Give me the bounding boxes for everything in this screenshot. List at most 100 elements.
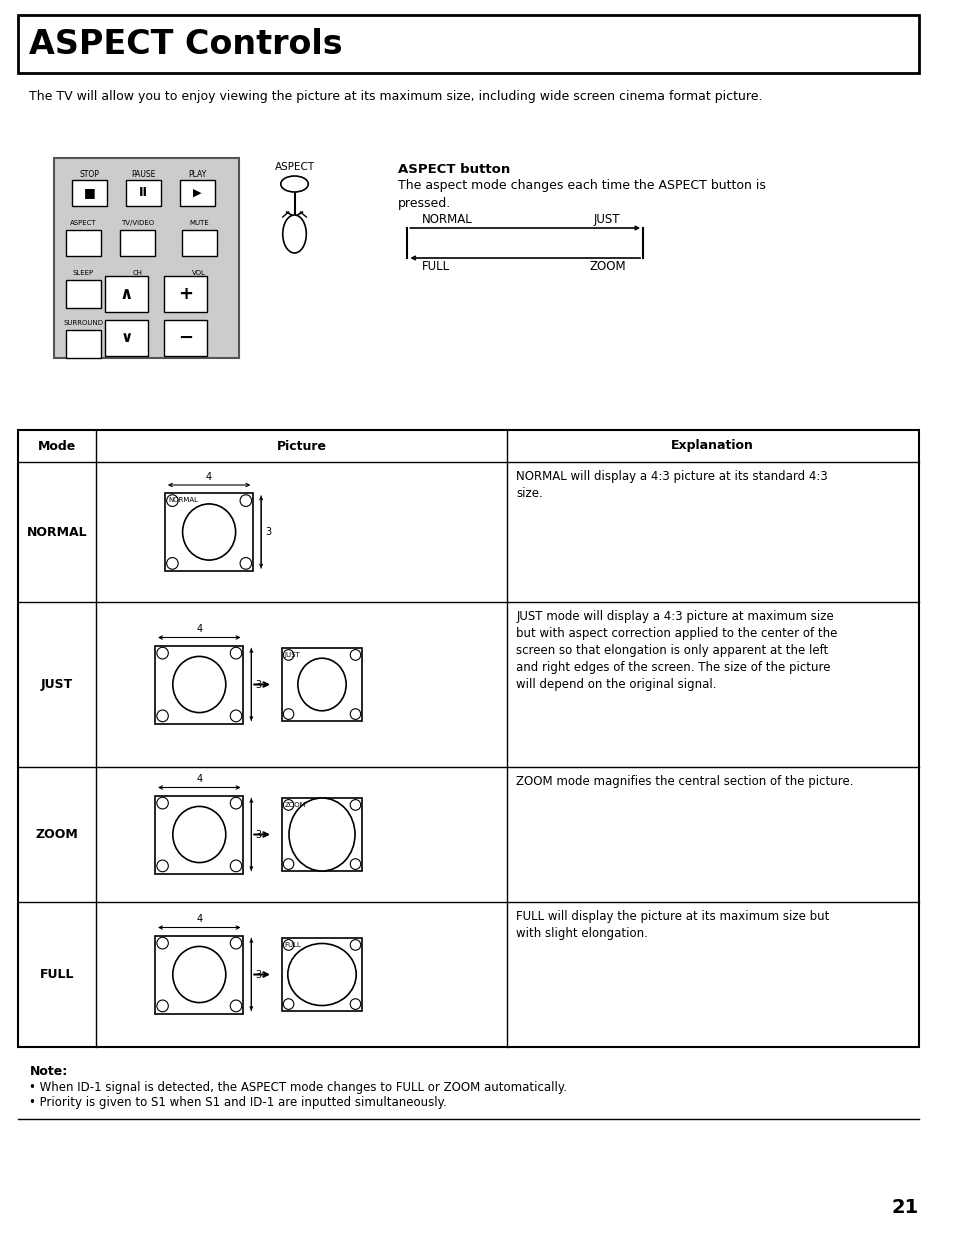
Bar: [281, 648, 362, 721]
Circle shape: [350, 940, 360, 950]
Circle shape: [230, 798, 241, 809]
Bar: [155, 795, 243, 873]
Text: ASPECT button: ASPECT button: [397, 163, 509, 177]
Bar: [155, 646, 243, 724]
Circle shape: [230, 710, 241, 721]
Circle shape: [156, 710, 168, 721]
Text: FULL: FULL: [422, 261, 450, 273]
Circle shape: [350, 709, 360, 720]
Text: JUST: JUST: [284, 652, 300, 658]
Bar: [281, 798, 362, 871]
Text: −: −: [178, 329, 193, 347]
Text: NORMAL: NORMAL: [422, 212, 473, 226]
Text: ■: ■: [83, 186, 95, 200]
Circle shape: [350, 858, 360, 869]
Text: ASPECT: ASPECT: [274, 162, 314, 172]
Circle shape: [240, 495, 252, 506]
Circle shape: [156, 1000, 168, 1011]
Ellipse shape: [288, 944, 355, 1005]
Text: • Priority is given to S1 when S1 and ID-1 are inputted simultaneously.: • Priority is given to S1 when S1 and ID…: [30, 1095, 447, 1109]
Circle shape: [283, 999, 294, 1009]
Bar: [66, 330, 101, 358]
Text: JUST: JUST: [41, 678, 73, 692]
Circle shape: [350, 999, 360, 1009]
Bar: [179, 180, 214, 206]
Bar: [18, 15, 918, 73]
Circle shape: [283, 650, 294, 661]
Text: Note:: Note:: [30, 1065, 68, 1078]
Text: NORMAL: NORMAL: [27, 526, 87, 538]
Text: ASPECT: ASPECT: [71, 220, 96, 226]
Bar: [105, 320, 148, 356]
Text: 4: 4: [196, 774, 202, 784]
Text: MUTE: MUTE: [190, 220, 209, 226]
Ellipse shape: [280, 177, 308, 191]
Circle shape: [240, 557, 252, 569]
Circle shape: [167, 557, 178, 569]
Ellipse shape: [282, 215, 306, 253]
Text: NORMAL: NORMAL: [168, 496, 197, 503]
Ellipse shape: [297, 658, 346, 711]
Circle shape: [230, 937, 241, 948]
Text: 4: 4: [196, 625, 202, 635]
Text: FULL will display the picture at its maximum size but
with slight elongation.: FULL will display the picture at its max…: [516, 910, 829, 940]
Ellipse shape: [172, 806, 226, 862]
Circle shape: [156, 860, 168, 872]
Circle shape: [156, 798, 168, 809]
Circle shape: [156, 647, 168, 659]
Text: ASPECT Controls: ASPECT Controls: [30, 27, 343, 61]
Text: SLEEP: SLEEP: [72, 270, 94, 275]
Bar: [71, 180, 107, 206]
Text: FULL: FULL: [284, 942, 301, 948]
Text: JUST: JUST: [594, 212, 619, 226]
Text: 3: 3: [255, 969, 261, 979]
Text: ZOOM: ZOOM: [588, 261, 625, 273]
Text: 21: 21: [891, 1198, 918, 1216]
Bar: [105, 275, 148, 312]
Text: PAUSE: PAUSE: [131, 170, 155, 179]
Text: STOP: STOP: [79, 170, 99, 179]
Bar: [120, 230, 155, 256]
Text: ∧: ∧: [120, 285, 133, 303]
Circle shape: [283, 799, 294, 810]
Bar: [18, 430, 918, 1047]
Text: ▶: ▶: [193, 188, 201, 198]
Bar: [164, 320, 207, 356]
Circle shape: [230, 860, 241, 872]
Bar: [66, 230, 101, 256]
Text: VOL: VOL: [193, 270, 206, 275]
Text: Mode: Mode: [38, 440, 76, 452]
Circle shape: [283, 940, 294, 950]
Text: FULL: FULL: [40, 968, 74, 981]
Text: Picture: Picture: [276, 440, 326, 452]
Text: 4: 4: [206, 472, 212, 482]
Text: NORMAL will display a 4:3 picture at its standard 4:3
size.: NORMAL will display a 4:3 picture at its…: [516, 471, 827, 500]
Ellipse shape: [172, 657, 226, 713]
Bar: [155, 935, 243, 1014]
Text: SURROUND: SURROUND: [64, 320, 103, 326]
Text: ZOOM: ZOOM: [284, 802, 306, 808]
Text: PLAY: PLAY: [188, 170, 206, 179]
Bar: [66, 280, 101, 308]
Text: JUST mode will display a 4:3 picture at maximum size
but with aspect correction : JUST mode will display a 4:3 picture at …: [516, 610, 837, 692]
Text: 3: 3: [255, 679, 261, 689]
Text: ∨: ∨: [120, 331, 132, 346]
Text: CH: CH: [132, 270, 142, 275]
Text: • When ID-1 signal is detected, the ASPECT mode changes to FULL or ZOOM automati: • When ID-1 signal is detected, the ASPE…: [30, 1081, 567, 1094]
Text: 3: 3: [265, 527, 271, 537]
Bar: [164, 275, 207, 312]
Text: 4: 4: [196, 914, 202, 925]
Text: II: II: [139, 186, 148, 200]
Text: The TV will allow you to enjoy viewing the picture at its maximum size, includin: The TV will allow you to enjoy viewing t…: [30, 90, 762, 103]
Circle shape: [350, 650, 360, 661]
Bar: [126, 180, 161, 206]
Bar: [281, 939, 362, 1011]
Circle shape: [230, 647, 241, 659]
Text: Explanation: Explanation: [671, 440, 754, 452]
Ellipse shape: [289, 798, 355, 871]
Circle shape: [350, 799, 360, 810]
Text: TV/VIDEO: TV/VIDEO: [121, 220, 153, 226]
Text: ZOOM: ZOOM: [35, 827, 78, 841]
Ellipse shape: [172, 946, 226, 1003]
Text: The aspect mode changes each time the ASPECT button is
pressed.: The aspect mode changes each time the AS…: [397, 179, 764, 210]
